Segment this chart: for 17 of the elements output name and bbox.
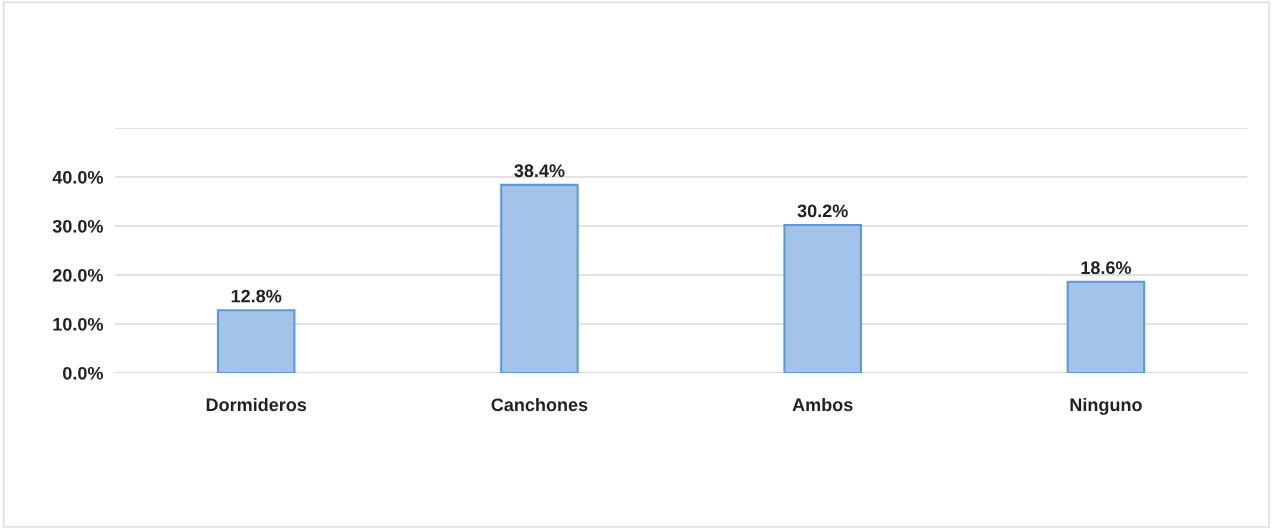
y-tick-label: 10.0% (53, 317, 103, 331)
y-tick-label: 0.0% (63, 366, 103, 380)
bar (216, 309, 296, 373)
data-label: 12.8% (231, 289, 282, 303)
bar (1066, 280, 1146, 373)
bar (783, 223, 862, 373)
x-tick-label: Canchones (491, 397, 588, 412)
x-tick-label: Ninguno (1070, 397, 1142, 415)
x-tick-label: Ambos (792, 397, 853, 412)
bar (500, 183, 579, 373)
x-tick-label: Dormideros (206, 397, 307, 412)
y-tick-label: 40.0% (52, 170, 103, 184)
data-label: 30.2% (797, 204, 848, 218)
data-label: 18.6% (1081, 261, 1132, 275)
y-tick-label: 30.0% (52, 219, 103, 233)
data-label: 38.4% (514, 164, 565, 178)
y-tick-label: 20.0% (52, 268, 103, 282)
